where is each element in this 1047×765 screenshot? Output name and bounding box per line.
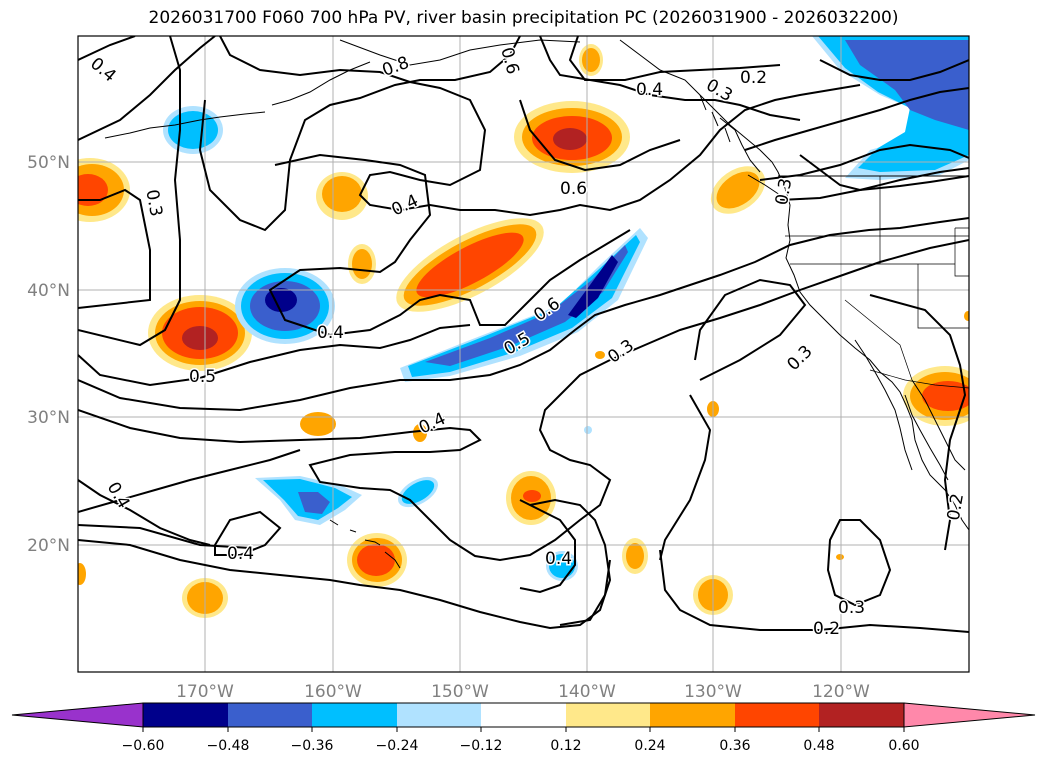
colorbar-tick-label: −0.12 (460, 738, 503, 754)
colorbar-ticks (142, 727, 905, 732)
map-title: 2026031700 F060 700 hPa PV, river basin … (148, 8, 899, 28)
lat-label: 40°N (27, 281, 70, 301)
colorbar-bin (566, 703, 650, 727)
colorbar-tick-label: 0.12 (550, 738, 581, 754)
latitude-labels: 50°N 40°N 30°N 20°N (27, 153, 70, 556)
contour-label: 0.5 (189, 367, 216, 387)
lon-label: 130°W (684, 682, 742, 702)
negative-anomaly-shading (163, 36, 969, 581)
colorbar-tick-label: 0.36 (719, 738, 750, 754)
colorbar-extend-high (903, 702, 1036, 728)
colorbar-bin (819, 703, 904, 727)
colorbar-tick-label: −0.60 (122, 738, 165, 754)
colorbar-bin (481, 703, 566, 727)
pv-contours (78, 36, 969, 633)
colorbar-bin (228, 703, 312, 727)
lon-label: 120°W (812, 682, 870, 702)
lon-label: 140°W (558, 682, 616, 702)
contour-label: 0.4 (545, 549, 572, 569)
map-frame (77, 35, 970, 673)
colorbar-tick-label: −0.24 (376, 738, 419, 754)
lon-label: 160°W (304, 682, 362, 702)
lon-label: 170°W (176, 682, 234, 702)
colorbar-tick-label: −0.48 (207, 738, 250, 754)
colorbar-bin (735, 703, 819, 727)
contour-label: 0.3 (141, 188, 165, 218)
colorbar-tick-label: 0.60 (888, 738, 919, 754)
lat-label: 50°N (27, 153, 70, 173)
lat-label: 30°N (27, 408, 70, 428)
coastlines (104, 39, 969, 569)
contour-label: 0.3 (838, 598, 865, 618)
colorbar-bin (650, 703, 735, 727)
map-plot-area: 0.4 0.6 0.4 0.3 0.2 0.8 0.3 0.4 0.6 0.4 … (78, 36, 969, 672)
contour-label: 0.4 (636, 80, 663, 100)
colorbar-bin (143, 703, 228, 727)
longitude-labels: 170°W 160°W 150°W 140°W 130°W 120°W (176, 682, 870, 702)
colorbar-tick-label: −0.36 (291, 738, 334, 754)
graticule (78, 36, 969, 672)
contour-label: 0.2 (740, 68, 767, 88)
colorbar-tick-label: 0.48 (803, 738, 834, 754)
colorbar-extend-low (11, 702, 144, 728)
colorbar-bin (312, 703, 397, 727)
contour-label: 0.4 (317, 323, 344, 343)
colorbar-tick-label: 0.24 (634, 738, 665, 754)
lon-label: 150°W (431, 682, 489, 702)
contour-label: 0.2 (813, 619, 840, 639)
colorbar-bin (397, 703, 481, 727)
colorbar: −0.60 −0.48 −0.36 −0.24 −0.12 0.12 0.24 … (11, 702, 1036, 754)
lat-label: 20°N (27, 536, 70, 556)
colorbar-tick-labels: −0.60 −0.48 −0.36 −0.24 −0.12 0.12 0.24 … (122, 738, 920, 754)
contour-label: 0.6 (560, 179, 587, 199)
contour-label: 0.4 (227, 544, 254, 564)
